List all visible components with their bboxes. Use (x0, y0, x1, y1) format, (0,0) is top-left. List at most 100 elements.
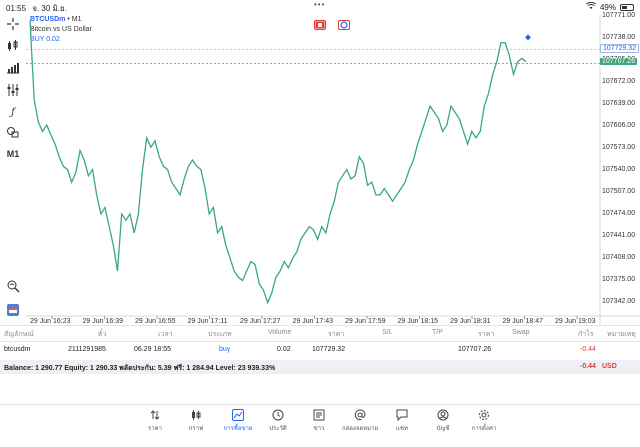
status-right: 49% (585, 1, 634, 12)
x-tick-label: 29 Jun 17:27 (240, 318, 281, 325)
buy-marker (525, 34, 531, 41)
x-tick-label: 29 Jun 16:39 (82, 318, 123, 325)
zoom-search-icon[interactable] (5, 278, 21, 294)
balance-summary: Balance: 1 290.77 Equity: 1 290.33 พลัดป… (0, 360, 640, 374)
nav-label: การซื้อขาย (223, 426, 253, 432)
x-tick-label: 29 Jun 18:15 (397, 318, 438, 325)
y-tick-label: 107375.00 (602, 276, 636, 283)
divider (0, 341, 640, 342)
col-current-price[interactable]: ราคา (478, 331, 495, 338)
y-tick-label: 107540.00 (602, 166, 636, 173)
col-profit[interactable]: กำไร (578, 331, 594, 338)
nav-chart[interactable]: กราฟ (176, 409, 216, 433)
battery-icon (620, 3, 634, 11)
x-tick-label: 29 Jun 18:47 (502, 318, 543, 325)
nav-label: แชท (396, 426, 408, 432)
candles-icon (192, 410, 201, 420)
col-ticket[interactable]: ตั๋ว (98, 331, 107, 338)
nav-settings[interactable]: การตั้งค่า (464, 409, 504, 433)
nav-quotes[interactable]: ราคา (135, 409, 175, 433)
crosshair-icon[interactable] (5, 16, 21, 32)
balance-text: Balance: 1 290.77 Equity: 1 290.33 พลัดป… (4, 365, 276, 372)
timeframe-button[interactable]: M1 (6, 149, 20, 159)
gear-icon (479, 410, 489, 420)
indicators-icon[interactable] (5, 60, 21, 76)
nav-label: ราคา (148, 426, 162, 432)
cell-price: 107729.32 (312, 346, 346, 353)
trade-panel-icon[interactable] (314, 20, 326, 30)
nav-account[interactable]: บัญชี (423, 409, 463, 433)
col-type[interactable]: ประเภท (208, 331, 232, 338)
depth-of-market-icon[interactable] (338, 20, 350, 30)
bottom-navigation: ราคา กราฟ การซื้อขาย ประวัติ ข่าว กล่องจ… (0, 404, 640, 447)
y-tick-label: 107474.00 (602, 210, 636, 217)
status-time: 01:55 (6, 4, 27, 13)
trade-chart-icon (232, 409, 244, 421)
col-symbol[interactable]: สัญลักษณ์ (4, 331, 34, 338)
symbol-description: Bitcoin vs US Dollar (30, 26, 92, 33)
wifi-icon (585, 1, 597, 12)
symbol-info: BTCUSDm • M1 Bitcoin vs US Dollar (30, 15, 92, 35)
divider (0, 325, 640, 326)
nav-mailbox[interactable]: กล่องจดหมาย (340, 409, 380, 433)
nav-label: ประวัติ (269, 426, 287, 432)
x-tick-label: 29 Jun 19:03 (555, 318, 596, 325)
battery-percent: 49% (599, 2, 616, 12)
x-tick-label: 29 Jun 16:55 (135, 318, 176, 325)
mail-at-icon (354, 409, 366, 421)
current-price-tag: 107707.26 (600, 58, 638, 66)
nav-label: บัญชี (436, 426, 450, 432)
table-row[interactable]: btcusdm 2111291985 06.29 18:55 buy 0.02 … (0, 344, 640, 357)
chat-icon (396, 409, 408, 421)
total-profit: -0.44 (580, 363, 596, 370)
nav-chat[interactable]: แชท (382, 409, 422, 433)
shapes-icon[interactable] (5, 124, 21, 140)
y-tick-label: 107606.00 (602, 122, 636, 129)
y-tick-label: 107738.00 (602, 34, 636, 41)
col-volume[interactable]: Volume (268, 329, 292, 336)
col-price[interactable]: ราคา (328, 331, 345, 338)
x-tick-label: 29 Jun 17:11 (187, 318, 228, 325)
nav-label: การตั้งค่า (471, 426, 497, 432)
symbol-name[interactable]: BTCUSDm (30, 16, 66, 23)
x-tick-label: 29 Jun 16:23 (30, 318, 71, 325)
x-tick-label: 29 Jun 17:59 (345, 318, 386, 325)
chart-svg (26, 14, 640, 325)
one-click-trading-icon[interactable] (5, 302, 21, 318)
nav-label: กล่องจดหมาย (341, 426, 379, 432)
cell-time: 06.29 18:55 (134, 346, 171, 353)
col-tp[interactable]: T/P (432, 329, 443, 336)
nav-label: กราฟ (188, 426, 204, 432)
nav-history[interactable]: ประวัติ (258, 409, 298, 433)
col-sl[interactable]: S/L (382, 329, 393, 336)
nav-label: ข่าว (313, 426, 325, 432)
y-tick-label: 107507.00 (602, 188, 636, 195)
chart-toolbar: ƒ M1 (0, 14, 26, 316)
cell-current-price: 107707.26 (458, 346, 492, 353)
cell-ticket: 2111291985 (68, 346, 106, 353)
col-time[interactable]: เวลา (158, 331, 173, 338)
news-icon (313, 409, 325, 421)
multitask-dots[interactable]: ••• (314, 0, 326, 9)
cell-symbol: btcusdm (4, 346, 31, 353)
objects-icon[interactable] (5, 82, 21, 98)
chart-type-icon[interactable] (5, 38, 21, 54)
y-tick-label: 107573.00 (602, 144, 636, 151)
col-swap[interactable]: Swap (512, 329, 530, 336)
function-icon[interactable]: ƒ (11, 106, 15, 118)
status-time-date: 01:55 จ. 30 มิ.ย. (6, 2, 67, 15)
arrows-updown-icon (150, 410, 160, 420)
nav-news[interactable]: ข่าว (299, 409, 339, 433)
nav-trade[interactable]: การซื้อขาย (218, 409, 258, 433)
status-bar: 01:55 จ. 30 มิ.ย. ••• 49% (0, 0, 640, 14)
y-tick-label: 107342.00 (602, 298, 636, 305)
cell-type: buy (219, 346, 231, 353)
price-chart[interactable]: 107771.00107738.00107705.00107672.001076… (26, 12, 640, 325)
buy-position-label[interactable]: BUY 0.02 (30, 36, 60, 43)
currency: USD (602, 363, 617, 370)
account-icon (437, 409, 449, 421)
x-tick-label: 29 Jun 17:43 (292, 318, 333, 325)
col-comment[interactable]: หมายเหตุ (607, 331, 636, 338)
status-date: จ. 30 มิ.ย. (32, 4, 67, 13)
symbol-timeframe: • M1 (67, 16, 82, 23)
